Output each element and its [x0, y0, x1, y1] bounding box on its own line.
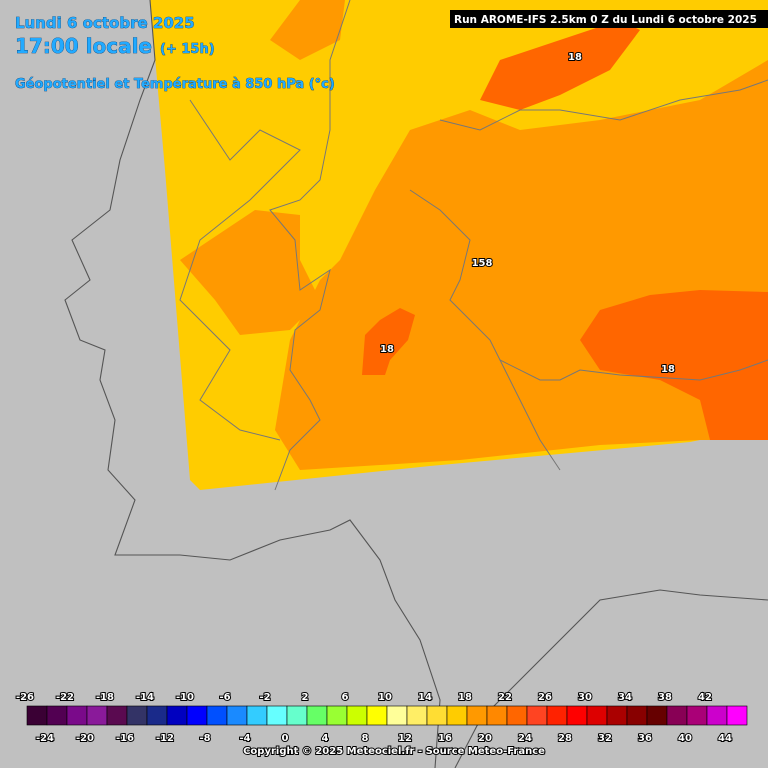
legend-swatch — [266, 705, 288, 726]
legend-label: 22 — [498, 692, 512, 703]
legend-label: 36 — [638, 733, 652, 744]
legend-swatch — [286, 705, 308, 726]
legend-swatch — [606, 705, 628, 726]
legend-swatch — [586, 705, 608, 726]
border — [269, 0, 351, 491]
legend-swatch — [206, 705, 228, 726]
legend-label: -26 — [16, 692, 34, 703]
legend-label: 32 — [598, 733, 612, 744]
legend-swatch — [326, 705, 348, 726]
legend-label: 44 — [718, 733, 732, 744]
legend-swatch — [126, 705, 148, 726]
legend-label: -18 — [96, 692, 114, 703]
legend-swatch — [546, 705, 568, 726]
legend-label: 0 — [282, 733, 289, 744]
border — [179, 99, 301, 441]
legend-label: -12 — [156, 733, 174, 744]
warmer-area — [270, 0, 345, 60]
legend-label: 4 — [322, 733, 329, 744]
legend-label: -14 — [136, 692, 154, 703]
legend-swatch — [706, 705, 728, 726]
legend-label: 2 — [302, 692, 309, 703]
contour-label: 18 — [568, 52, 582, 63]
legend-swatch — [86, 705, 108, 726]
legend-swatch — [226, 705, 248, 726]
legend-swatch — [246, 705, 268, 726]
legend-label: 20 — [478, 733, 492, 744]
legend-swatch — [146, 705, 168, 726]
border — [439, 79, 768, 131]
date: Lundi 6 octobre 2025 — [15, 14, 195, 32]
legend-label: 14 — [418, 692, 432, 703]
legend-label: -8 — [199, 733, 210, 744]
legend-swatch — [506, 705, 528, 726]
legend-swatch — [626, 705, 648, 726]
legend-swatch — [726, 705, 748, 726]
legend-swatch — [306, 705, 328, 726]
contour-label: 18 — [661, 364, 675, 375]
legend-swatch — [26, 705, 48, 726]
run-box — [450, 10, 768, 28]
legend-label: 26 — [538, 692, 552, 703]
legend-label: 12 — [398, 733, 412, 744]
legend-swatch — [466, 705, 488, 726]
legend-label: 10 — [378, 692, 392, 703]
legend-label: -2 — [259, 692, 270, 703]
time: 17:00 locale — [15, 34, 152, 58]
legend-label: 8 — [362, 733, 369, 744]
legend-swatch — [366, 705, 388, 726]
hot-area — [480, 20, 640, 110]
legend-label: -4 — [239, 733, 250, 744]
legend-label: 6 — [342, 692, 349, 703]
run-info: Run AROME-IFS 2.5km 0 Z du Lundi 6 octob… — [454, 14, 757, 26]
legend-label: -16 — [116, 733, 134, 744]
legend-label: 34 — [618, 692, 632, 703]
legend-swatch — [486, 705, 508, 726]
offset: (+ 15h) — [160, 42, 215, 57]
legend-label: 40 — [678, 733, 692, 744]
legend: -26 -22 -18 -14 -10 -6 -2 2 6 10 14 18 22 26 30 34 38 42-… — [15, 691, 748, 745]
legend-swatch — [406, 705, 428, 726]
legend-label: -22 — [56, 692, 74, 703]
legend-swatch — [186, 705, 208, 726]
legend-swatch — [426, 705, 448, 726]
legend-label: 38 — [658, 692, 672, 703]
hot-area — [580, 290, 768, 440]
legend-swatch — [666, 705, 688, 726]
legend-swatch — [386, 705, 408, 726]
legend-swatch — [166, 705, 188, 726]
legend-label: 16 — [438, 733, 452, 744]
legend-label: -24 — [36, 733, 54, 744]
contour-label: 18 — [380, 344, 394, 355]
legend-swatch — [566, 705, 588, 726]
legend-label: 28 — [558, 733, 572, 744]
border — [409, 189, 768, 381]
subtitle: Géopotentiel et Température à 850 hPa (°… — [15, 77, 335, 92]
legend-swatch — [106, 705, 128, 726]
coastline — [64, 0, 441, 768]
legend-label: -6 — [219, 692, 230, 703]
legend-label: 42 — [698, 692, 712, 703]
legend-swatch — [346, 705, 368, 726]
legend-label: 30 — [578, 692, 592, 703]
legend-label: 18 — [458, 692, 472, 703]
legend-label: 24 — [518, 733, 532, 744]
legend-swatch — [686, 705, 708, 726]
warmer-area — [180, 210, 320, 335]
legend-swatch — [66, 705, 88, 726]
legend-swatch — [446, 705, 468, 726]
copyright: Copyright © 2025 Meteociel.fr - Source M… — [243, 746, 545, 757]
legend-swatch — [46, 705, 68, 726]
contour-label: 158 — [472, 258, 493, 269]
hot-area — [362, 308, 415, 375]
border — [499, 359, 561, 471]
legend-swatch — [646, 705, 668, 726]
legend-label: -10 — [176, 692, 194, 703]
legend-label: -20 — [76, 733, 94, 744]
legend-swatch — [526, 705, 548, 726]
